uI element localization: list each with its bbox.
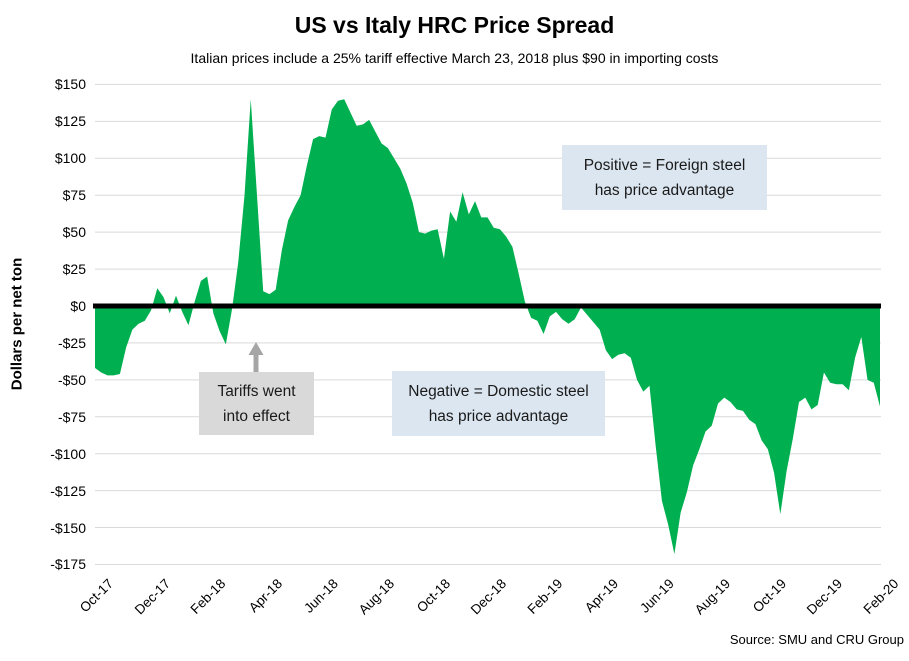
y-tick-label: $100 <box>54 150 86 167</box>
annotation-positive-box: Positive = Foreign steel has price advan… <box>562 145 767 210</box>
y-tick-label: -$175 <box>50 556 86 573</box>
annotation-tariff-box: Tariffs went into effect <box>199 372 314 435</box>
y-tick-label: -$150 <box>50 519 86 536</box>
chart-title: US vs Italy HRC Price Spread <box>294 12 615 38</box>
tariff-arrow-shaft <box>253 354 259 372</box>
annotation-tariff-line2: into effect <box>223 407 290 425</box>
annotation-tariff-line1: Tariffs went <box>217 382 296 400</box>
y-tick-label: -$125 <box>50 482 86 499</box>
area-series <box>95 99 880 555</box>
y-tick-label: $25 <box>62 261 86 278</box>
y-tick-label: $50 <box>62 224 86 241</box>
y-tick-label: -$75 <box>57 408 86 425</box>
y-tick-label: $0 <box>70 298 86 314</box>
annotation-negative-line1: Negative = Domestic steel <box>408 382 589 400</box>
y-tick-label: $150 <box>54 76 86 93</box>
y-tick-label: $125 <box>54 113 86 130</box>
annotation-negative-line2: has price advantage <box>428 407 569 425</box>
chart-subtitle: Italian prices include a 25% tariff effe… <box>190 50 719 66</box>
y-tick-label: -$50 <box>57 371 86 388</box>
tariff-arrow-head-icon <box>248 342 264 355</box>
y-tick-label: -$100 <box>50 445 86 462</box>
annotation-negative-box: Negative = Domestic steel has price adva… <box>392 371 605 436</box>
source-note: Source: SMU and CRU Group <box>729 632 904 647</box>
annotation-positive-line2: has price advantage <box>594 181 735 199</box>
y-tick-label: $75 <box>62 187 86 204</box>
annotation-positive-line1: Positive = Foreign steel <box>583 156 746 174</box>
y-tick-label: -$25 <box>57 334 86 351</box>
